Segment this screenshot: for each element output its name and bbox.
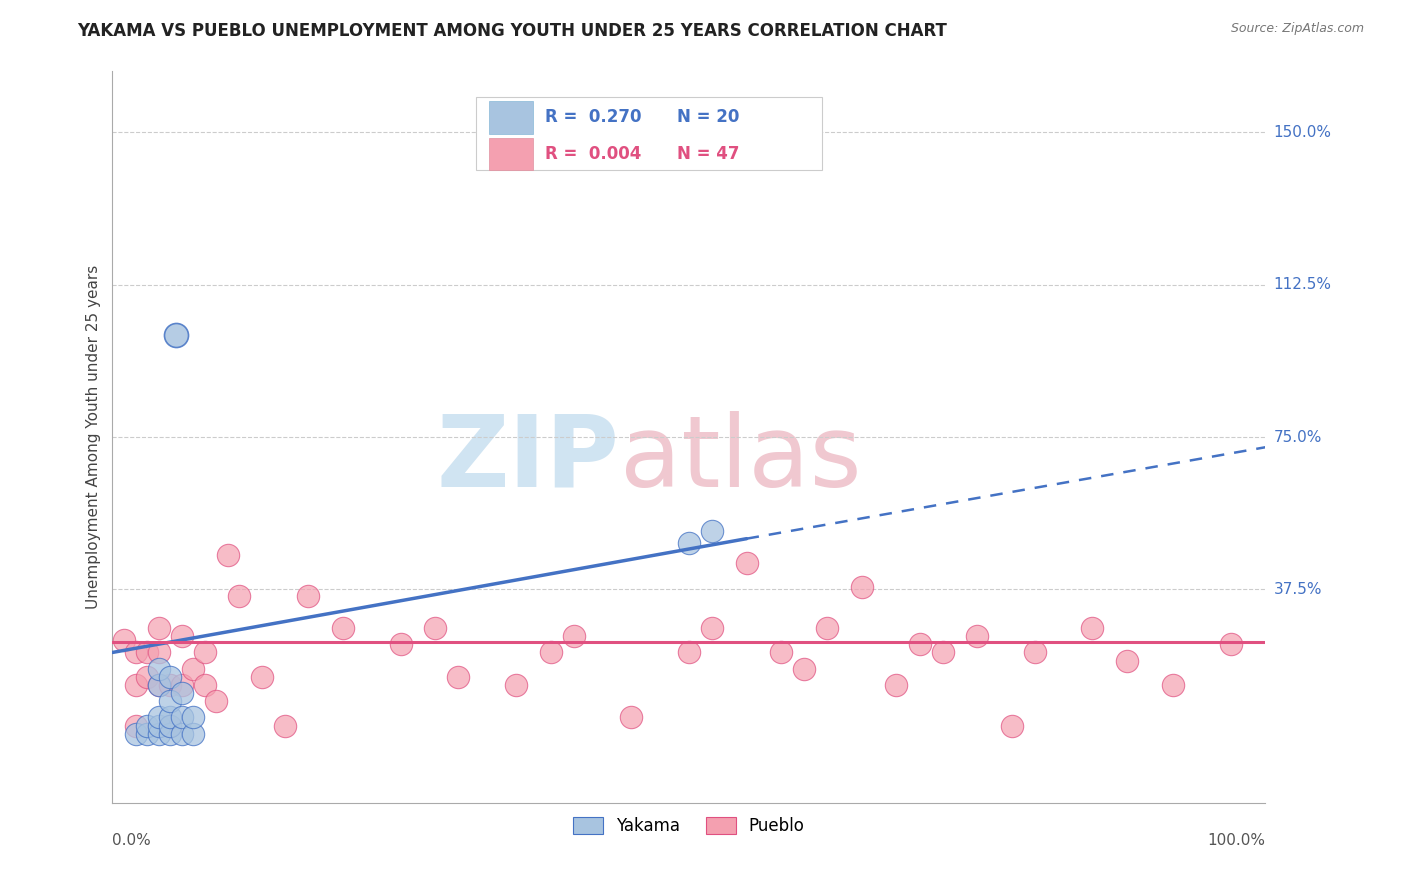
Point — [966, 629, 988, 643]
Point — [181, 727, 204, 741]
Text: 100.0%: 100.0% — [1208, 833, 1265, 848]
Point — [159, 727, 181, 741]
Point — [447, 670, 470, 684]
Point — [793, 662, 815, 676]
Point — [170, 710, 193, 724]
Point — [851, 581, 873, 595]
Text: 75.0%: 75.0% — [1274, 430, 1322, 444]
Text: YAKAMA VS PUEBLO UNEMPLOYMENT AMONG YOUTH UNDER 25 YEARS CORRELATION CHART: YAKAMA VS PUEBLO UNEMPLOYMENT AMONG YOUT… — [77, 22, 948, 40]
Point — [159, 710, 181, 724]
Text: 37.5%: 37.5% — [1274, 582, 1322, 597]
Point — [159, 718, 181, 732]
Point — [194, 678, 217, 692]
Point — [735, 556, 758, 570]
Y-axis label: Unemployment Among Youth under 25 years: Unemployment Among Youth under 25 years — [86, 265, 101, 609]
Point — [124, 727, 146, 741]
Point — [332, 621, 354, 635]
Text: R =  0.270: R = 0.270 — [546, 109, 641, 127]
Text: R =  0.004: R = 0.004 — [546, 145, 641, 163]
Point — [170, 686, 193, 700]
Point — [700, 621, 723, 635]
Point — [170, 727, 193, 741]
Point — [148, 710, 170, 724]
Point — [148, 678, 170, 692]
Point — [148, 662, 170, 676]
Point — [136, 727, 159, 741]
Point — [148, 621, 170, 635]
Point — [1001, 718, 1024, 732]
Text: atlas: atlas — [620, 410, 862, 508]
Point — [1116, 654, 1139, 668]
Point — [678, 645, 700, 659]
FancyBboxPatch shape — [489, 138, 533, 170]
Point — [1161, 678, 1184, 692]
Point — [217, 548, 239, 562]
Point — [620, 710, 643, 724]
Point — [124, 678, 146, 692]
Point — [170, 678, 193, 692]
Point — [297, 589, 319, 603]
Point — [425, 621, 447, 635]
FancyBboxPatch shape — [489, 102, 533, 134]
Point — [540, 645, 562, 659]
Point — [124, 645, 146, 659]
Point — [159, 678, 181, 692]
Point — [815, 621, 838, 635]
Point — [159, 718, 181, 732]
Point — [505, 678, 527, 692]
Point — [112, 633, 135, 648]
Point — [194, 645, 217, 659]
Point — [678, 535, 700, 549]
Point — [700, 524, 723, 538]
Point — [181, 710, 204, 724]
Text: ZIP: ZIP — [437, 410, 620, 508]
Point — [389, 637, 412, 651]
Text: N = 47: N = 47 — [678, 145, 740, 163]
Point — [1081, 621, 1104, 635]
Point — [136, 670, 159, 684]
Point — [562, 629, 585, 643]
Text: 0.0%: 0.0% — [112, 833, 152, 848]
Point — [148, 678, 170, 692]
Point — [205, 694, 228, 708]
Point — [136, 718, 159, 732]
Point — [770, 645, 793, 659]
Point — [136, 645, 159, 659]
Point — [159, 694, 181, 708]
Point — [908, 637, 931, 651]
Text: N = 20: N = 20 — [678, 109, 740, 127]
Point — [165, 328, 187, 343]
Text: Source: ZipAtlas.com: Source: ZipAtlas.com — [1230, 22, 1364, 36]
Point — [124, 718, 146, 732]
Point — [931, 645, 953, 659]
Point — [1024, 645, 1046, 659]
Point — [274, 718, 297, 732]
Text: 112.5%: 112.5% — [1274, 277, 1331, 293]
Point — [170, 629, 193, 643]
Point — [181, 662, 204, 676]
FancyBboxPatch shape — [475, 97, 821, 170]
Point — [886, 678, 908, 692]
Legend: Yakama, Pueblo: Yakama, Pueblo — [567, 811, 811, 842]
Text: 150.0%: 150.0% — [1274, 125, 1331, 140]
Point — [148, 727, 170, 741]
Point — [148, 645, 170, 659]
Point — [159, 670, 181, 684]
Point — [1219, 637, 1241, 651]
Point — [148, 718, 170, 732]
Point — [252, 670, 274, 684]
Point — [228, 589, 250, 603]
